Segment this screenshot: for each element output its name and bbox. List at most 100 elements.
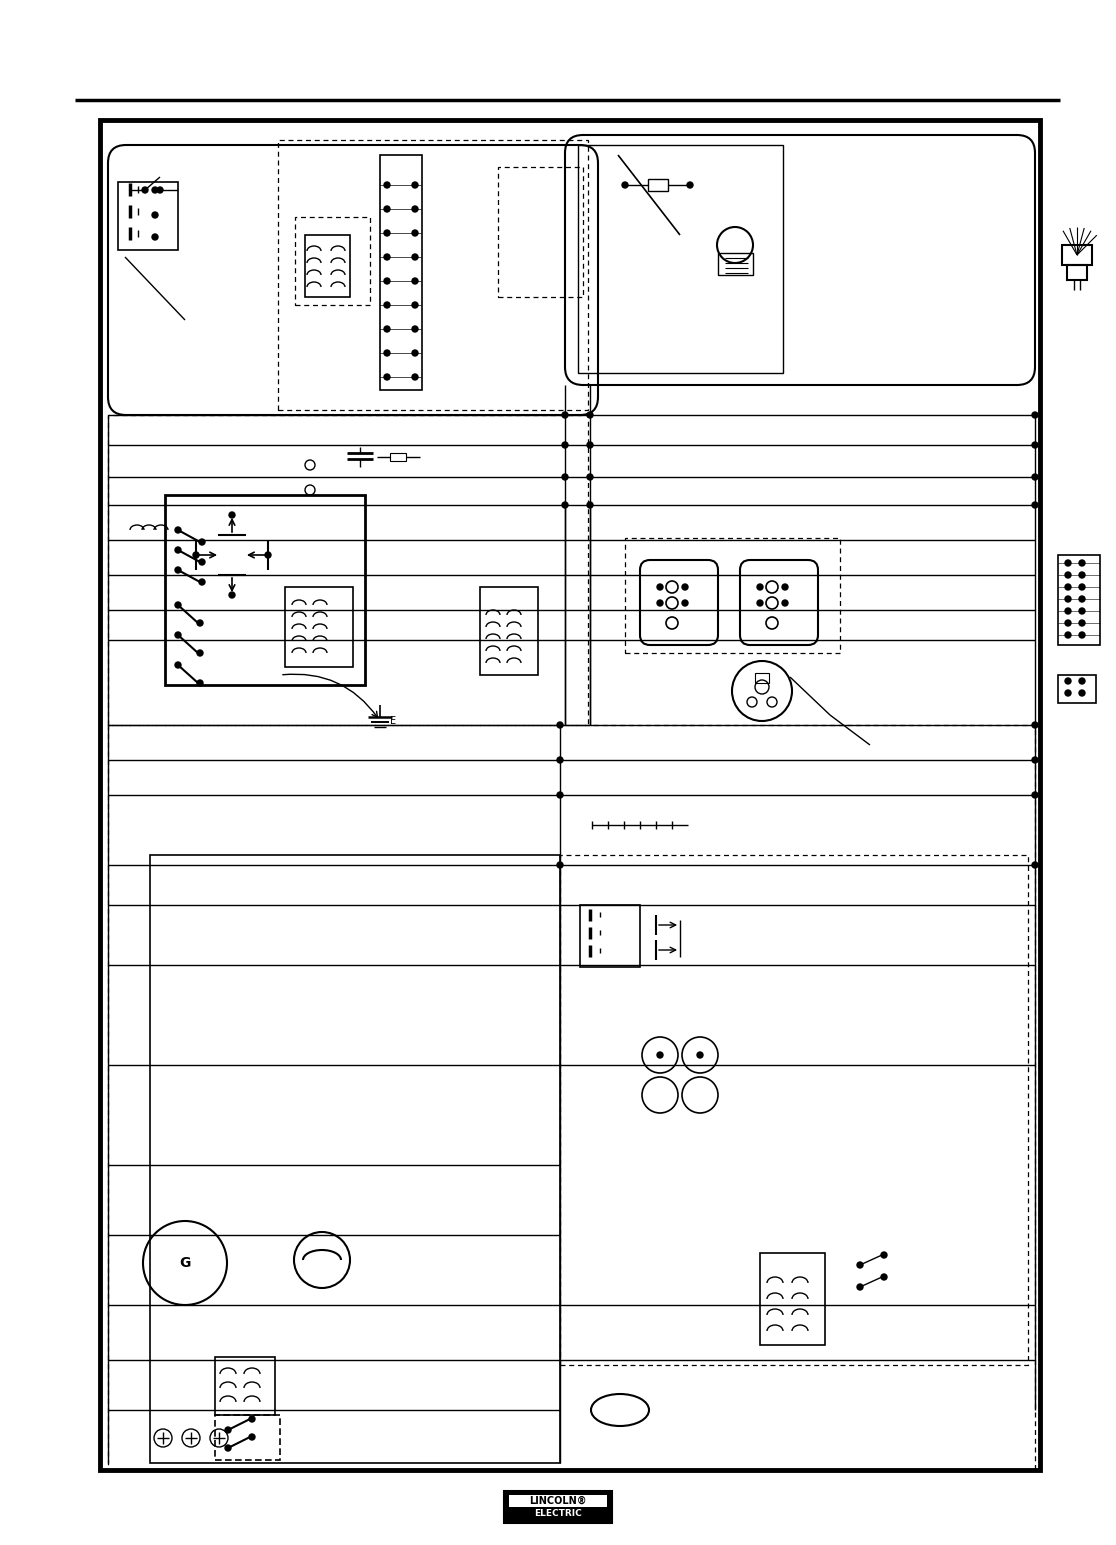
Circle shape — [384, 278, 389, 284]
Bar — [760, 1253, 825, 1346]
Circle shape — [1079, 609, 1085, 613]
Text: ELECTRIC: ELECTRIC — [535, 1509, 581, 1519]
Bar — [498, 167, 583, 297]
Circle shape — [587, 502, 593, 508]
Circle shape — [384, 205, 389, 212]
Circle shape — [682, 599, 687, 606]
Circle shape — [562, 474, 568, 480]
Circle shape — [1065, 620, 1071, 626]
Circle shape — [587, 474, 593, 480]
Circle shape — [412, 301, 418, 307]
Circle shape — [881, 1251, 887, 1258]
Circle shape — [682, 584, 687, 590]
Circle shape — [698, 1052, 703, 1058]
Bar — [165, 494, 365, 684]
Circle shape — [152, 212, 158, 218]
Bar — [506, 1492, 610, 1520]
Circle shape — [175, 632, 181, 638]
Circle shape — [1065, 632, 1071, 638]
Circle shape — [1065, 609, 1071, 613]
Bar — [1062, 246, 1091, 266]
Circle shape — [412, 182, 418, 188]
Text: LINCOLN®: LINCOLN® — [529, 1496, 587, 1506]
Circle shape — [225, 1445, 231, 1451]
Circle shape — [1065, 691, 1071, 695]
Bar — [509, 1496, 607, 1506]
Circle shape — [1032, 757, 1038, 763]
Circle shape — [412, 278, 418, 284]
Circle shape — [1065, 559, 1071, 565]
Bar — [305, 235, 350, 297]
Bar — [150, 854, 560, 1463]
Circle shape — [142, 187, 148, 193]
Circle shape — [199, 579, 205, 586]
Circle shape — [157, 187, 163, 193]
Bar — [108, 416, 588, 725]
Bar — [718, 253, 753, 275]
Circle shape — [657, 599, 663, 606]
Circle shape — [225, 1428, 231, 1434]
Circle shape — [881, 1275, 887, 1279]
Circle shape — [384, 374, 389, 380]
Circle shape — [1079, 559, 1085, 565]
Circle shape — [412, 205, 418, 212]
Circle shape — [1079, 596, 1085, 603]
Circle shape — [199, 539, 205, 545]
Circle shape — [384, 351, 389, 355]
Circle shape — [229, 592, 235, 598]
Bar — [215, 1415, 280, 1460]
Circle shape — [1065, 678, 1071, 684]
Circle shape — [657, 584, 663, 590]
Circle shape — [193, 552, 199, 558]
Circle shape — [384, 326, 389, 332]
Circle shape — [587, 413, 593, 419]
Circle shape — [1065, 584, 1071, 590]
Circle shape — [687, 182, 693, 188]
Circle shape — [1032, 862, 1038, 868]
Circle shape — [1032, 793, 1038, 799]
Bar — [1058, 675, 1096, 703]
Circle shape — [782, 599, 788, 606]
Circle shape — [175, 567, 181, 573]
Circle shape — [152, 187, 158, 193]
Circle shape — [412, 374, 418, 380]
Circle shape — [384, 182, 389, 188]
Bar — [504, 1491, 612, 1523]
Circle shape — [1065, 572, 1071, 578]
Circle shape — [1032, 442, 1038, 448]
Bar — [580, 905, 639, 967]
Circle shape — [175, 661, 181, 667]
Text: ELECTRIC: ELECTRIC — [535, 1509, 581, 1519]
Circle shape — [198, 620, 203, 626]
Circle shape — [557, 757, 562, 763]
Bar — [389, 453, 406, 460]
Bar — [285, 587, 353, 667]
Text: G: G — [180, 1256, 191, 1270]
Circle shape — [198, 650, 203, 657]
Circle shape — [384, 253, 389, 260]
Bar — [381, 154, 422, 389]
Circle shape — [175, 527, 181, 533]
Circle shape — [757, 584, 763, 590]
Circle shape — [1032, 413, 1038, 419]
Circle shape — [557, 722, 562, 728]
Bar — [278, 141, 588, 409]
Bar — [215, 1357, 275, 1415]
Circle shape — [1079, 572, 1085, 578]
Circle shape — [587, 442, 593, 448]
Circle shape — [857, 1262, 863, 1268]
Circle shape — [1079, 620, 1085, 626]
Circle shape — [1032, 474, 1038, 480]
Circle shape — [557, 793, 562, 799]
Circle shape — [412, 253, 418, 260]
Circle shape — [175, 547, 181, 553]
Circle shape — [1079, 691, 1085, 695]
Bar — [756, 674, 769, 683]
Circle shape — [152, 233, 158, 239]
Circle shape — [1079, 678, 1085, 684]
Circle shape — [562, 413, 568, 419]
Circle shape — [1032, 722, 1038, 728]
Circle shape — [622, 182, 628, 188]
Circle shape — [249, 1434, 254, 1440]
Circle shape — [562, 502, 568, 508]
